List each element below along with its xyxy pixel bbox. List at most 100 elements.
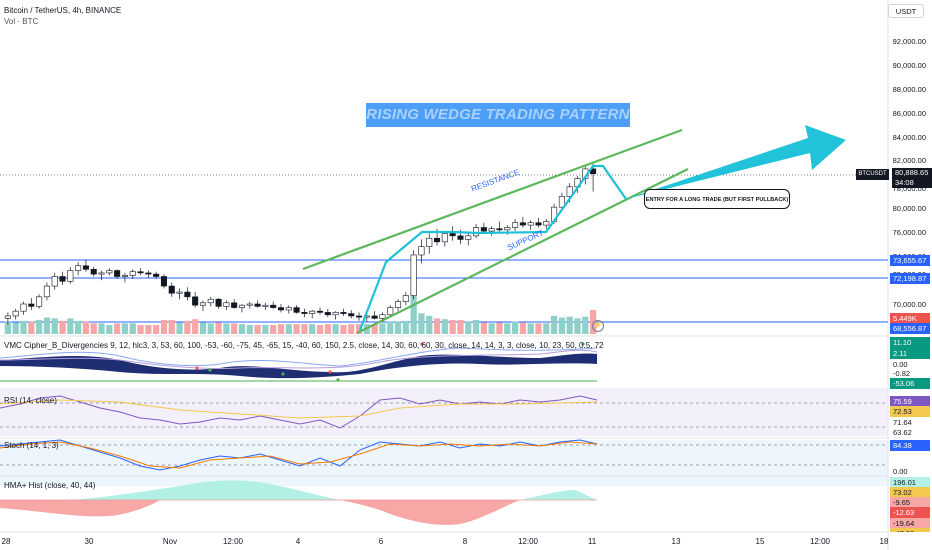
- volume-bar: [550, 315, 558, 334]
- candle-body: [293, 307, 300, 313]
- time-axis-label: 6: [378, 537, 384, 546]
- price-axis-label: 80,000.00: [892, 204, 926, 213]
- stoch-indicator-label[interactable]: Stoch (14, 1, 3): [4, 441, 59, 450]
- time-axis-label: 28: [1, 537, 11, 546]
- volume-bar: [472, 320, 480, 334]
- symbol-title: Bitcoin / TetherUS, 4h, BINANCE: [4, 6, 122, 15]
- rsi-value-tag: 72.53: [890, 406, 930, 417]
- candle-body: [238, 304, 246, 308]
- candle-body: [402, 295, 409, 302]
- candle-body: [67, 270, 74, 282]
- candle-body: [355, 315, 363, 318]
- candle-body: [12, 310, 19, 317]
- projected-path[interactable]: [358, 164, 627, 331]
- price-axis-label: 82,000.00: [892, 156, 926, 165]
- candle-body: [395, 301, 402, 308]
- volume-bar: [535, 323, 542, 334]
- volume-bar: [215, 322, 222, 334]
- vmc-indicator-label[interactable]: VMC Cipher_B_Divergencies 9, 12, hlc3, 3…: [4, 341, 604, 350]
- volume-bar: [51, 318, 58, 334]
- lightning-icon[interactable]: ⚡: [592, 320, 604, 332]
- volume-bar: [114, 323, 121, 334]
- candle-body: [98, 272, 105, 275]
- candle-body: [137, 271, 144, 274]
- candle-body: [324, 312, 331, 316]
- volume-bar: [246, 325, 253, 334]
- resistance-line[interactable]: [302, 128, 683, 271]
- volume-bar: [199, 322, 207, 334]
- volume-bar: [90, 323, 97, 334]
- pattern-title-label[interactable]: RISING WEDGE TRADING PATTERN: [366, 103, 630, 127]
- candle-body: [285, 307, 292, 311]
- support-line[interactable]: [356, 168, 689, 334]
- volume-bar: [426, 315, 433, 334]
- volume-bar: [207, 323, 214, 334]
- stoch-panel-bg: [0, 440, 888, 486]
- volume-bar: [488, 323, 495, 334]
- volume-bar: [160, 320, 168, 334]
- candle-body: [184, 291, 191, 298]
- candle-body: [168, 285, 175, 294]
- candle-body: [418, 246, 425, 256]
- level-tag-mid[interactable]: 72,198.87: [890, 273, 930, 284]
- volume-bar: [184, 320, 191, 334]
- volume-bar: [43, 317, 51, 334]
- volume-bar: [137, 325, 144, 334]
- rsi-panel-bg: [0, 390, 888, 436]
- price-axis-label: 90,000.00: [892, 61, 926, 70]
- volume-bar: [231, 323, 238, 334]
- candle-body: [254, 303, 261, 307]
- volume-bar: [4, 321, 12, 334]
- candle-body: [434, 237, 441, 243]
- hma-indicator-label[interactable]: HMA+ Hist (close, 40, 44): [4, 481, 96, 490]
- stoch-line: [0, 439, 598, 471]
- volume-bar: [582, 316, 589, 334]
- time-axis-label: Nov: [162, 537, 178, 546]
- volume-bar: [441, 319, 448, 334]
- price-axis-label: 70,000.00: [892, 300, 926, 309]
- candle-body: [316, 310, 324, 313]
- volume-bar: [379, 323, 386, 334]
- level-tag-upper[interactable]: 73,655.67: [890, 255, 930, 266]
- volume-bar: [519, 322, 526, 334]
- candle-body: [301, 312, 308, 314]
- level-tag-lower[interactable]: 68,556.87: [890, 323, 930, 334]
- time-axis-label: 12:00: [809, 537, 831, 546]
- candle-body: [496, 228, 503, 231]
- candle-body: [457, 235, 464, 240]
- volume-bar: [449, 320, 456, 334]
- time-axis-label: 13: [671, 537, 681, 546]
- entry-note[interactable]: ENTRY FOR A LONG TRADE (BUT FIRST PULLBA…: [644, 189, 790, 209]
- vmc-value-tag: 11.10: [890, 337, 930, 348]
- volume-bar: [176, 322, 183, 334]
- volume-tag: 5.449K: [890, 313, 930, 324]
- rsi-indicator-label[interactable]: RSI (14, close): [4, 396, 57, 405]
- time-axis-label: 18: [879, 537, 889, 546]
- currency-button[interactable]: USDT: [888, 4, 924, 18]
- volume-bar: [465, 321, 472, 334]
- volume-bar: [20, 320, 27, 334]
- candle-body: [75, 265, 82, 271]
- volume-bar: [59, 320, 66, 334]
- volume-bar: [121, 323, 129, 334]
- target-arrow[interactable]: [626, 125, 846, 199]
- candle-body: [566, 186, 573, 197]
- volume-bar: [496, 322, 503, 334]
- candle-body: [192, 296, 199, 306]
- volume-bar: [67, 318, 74, 334]
- stoch-value-tag: 0.00: [893, 467, 908, 476]
- price-axis-label: 76,000.00: [892, 228, 926, 237]
- volume-bar: [394, 321, 402, 334]
- volume-bar: [324, 324, 331, 334]
- vmc-value-tag: 2.11: [890, 348, 930, 359]
- volume-bar: [527, 323, 534, 334]
- volume-bar: [332, 324, 339, 334]
- volume-bar: [270, 325, 277, 334]
- volume-bar: [309, 324, 316, 334]
- candle-body: [277, 307, 285, 311]
- candle-body: [82, 265, 89, 270]
- last-price-value: 80,888.65: [895, 168, 929, 177]
- volume-bar: [387, 321, 394, 334]
- candle-body: [28, 303, 35, 307]
